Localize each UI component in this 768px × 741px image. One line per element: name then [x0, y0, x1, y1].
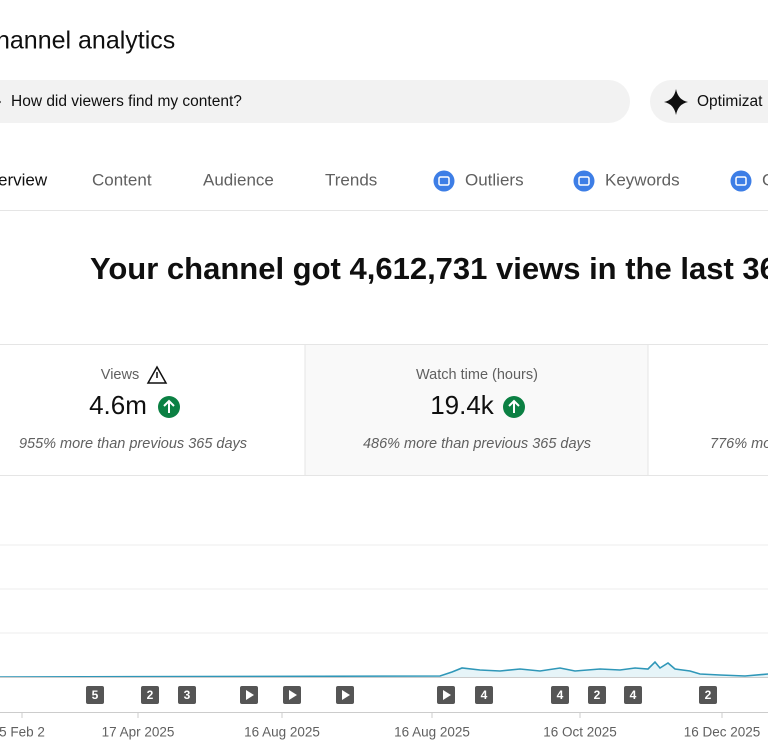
video-marker[interactable] [551, 686, 569, 704]
x-label: 16 Aug 2025 [394, 725, 470, 740]
x-axis-labels: 5 Feb 2 17 Apr 2025 16 Aug 2025 16 Aug 2025… [0, 712, 760, 740]
tab[interactable]: C [762, 170, 768, 189]
card-comparison: 486% more than previous 365 days [363, 436, 591, 452]
tab-icon [433, 170, 455, 192]
button-label: Optimizat [697, 93, 763, 110]
chart-area [0, 662, 768, 677]
card-comparison: 776% mo [710, 436, 768, 452]
video-marker[interactable] [588, 686, 606, 704]
headline: Your channel got 4,612,731 views in the … [90, 251, 768, 286]
card-watch-time[interactable] [304, 344, 649, 476]
marker-count: 2 [594, 688, 601, 702]
card-third[interactable] [647, 344, 768, 476]
x-label: 5 Feb 2 [0, 725, 45, 740]
video-markers [240, 686, 455, 704]
tab[interactable]: Audience [203, 170, 274, 189]
up-icon [508, 399, 520, 413]
video-marker[interactable] [86, 686, 104, 704]
marker-count: 5 [92, 688, 99, 702]
count-markers: 5 2 3 4 4 2 4 2 [86, 686, 717, 704]
up-icon [163, 399, 175, 413]
tab-icon [438, 176, 450, 186]
card-label: Watch time (hours) [416, 367, 538, 383]
sparkle-icon [664, 89, 688, 115]
tab[interactable]: Trends [325, 170, 377, 189]
tab[interactable]: erview [0, 170, 48, 189]
tab[interactable]: Content [92, 170, 152, 189]
card-label: Views [101, 367, 139, 383]
chart-grid [0, 544, 768, 634]
video-marker[interactable] [141, 686, 159, 704]
video-marker[interactable] [178, 686, 196, 704]
page-title: hannel analytics [0, 27, 175, 55]
tab-bar: erview Content Audience Trends Outliers Keywo… [0, 170, 768, 192]
card-views[interactable] [0, 344, 306, 476]
tab-icon [730, 170, 752, 192]
x-label: 16 Aug 2025 [244, 725, 320, 740]
marker-count: 3 [184, 688, 191, 702]
marker-count: 4 [630, 688, 637, 702]
tab[interactable]: Keywords [605, 170, 680, 189]
video-marker[interactable] [699, 686, 717, 704]
marker-count: 4 [481, 688, 488, 702]
tab-icon [735, 176, 747, 186]
card-value: 4.6m [89, 390, 147, 420]
warning-icon [146, 365, 168, 384]
marker-count: 2 [705, 688, 712, 702]
search-placeholder: How did viewers find my content? [11, 93, 242, 110]
marker-count: 4 [557, 688, 564, 702]
play-icon [342, 690, 350, 700]
tab-icon [573, 170, 595, 192]
tab-icon [578, 176, 590, 186]
video-marker[interactable] [624, 686, 642, 704]
card-comparison: 955% more than previous 365 days [19, 436, 247, 452]
marker-count: 2 [147, 688, 154, 702]
card-value: 19.4k [430, 390, 495, 420]
play-icon [289, 690, 297, 700]
optimize-button[interactable] [650, 80, 768, 123]
tab[interactable]: Outliers [465, 170, 524, 189]
x-label: 16 Dec 2025 [684, 725, 761, 740]
x-label: 17 Apr 2025 [102, 725, 175, 740]
x-label: 16 Oct 2025 [543, 725, 617, 740]
chart-line [0, 660, 768, 678]
play-icon [246, 690, 254, 700]
play-icon [443, 690, 451, 700]
search-box[interactable] [0, 80, 630, 123]
video-marker[interactable] [475, 686, 493, 704]
